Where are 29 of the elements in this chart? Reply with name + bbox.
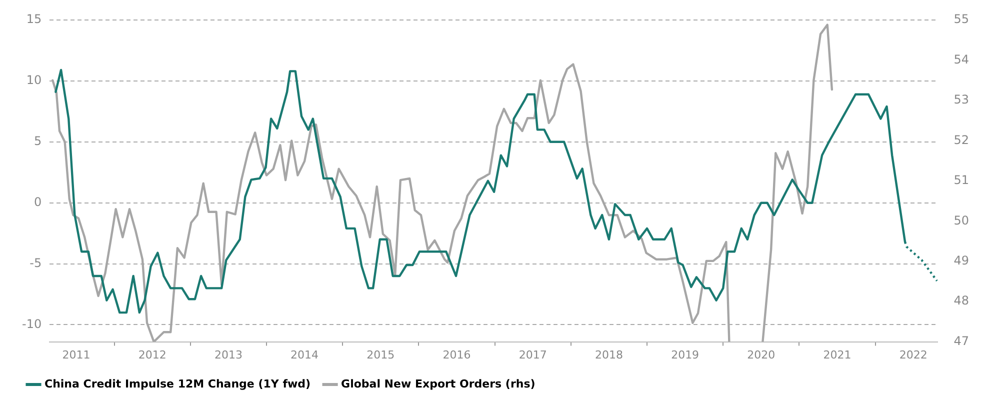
y2-tick-label: 52 xyxy=(954,132,970,147)
x-tick-label: 2018 xyxy=(594,348,623,362)
x-tick-label: 2019 xyxy=(671,348,700,362)
y-tick-label: 5 xyxy=(34,134,42,148)
x-tick-label: 2013 xyxy=(214,348,242,362)
x-tick-label: 2014 xyxy=(290,348,319,362)
y2-tick-label: 51 xyxy=(954,173,970,188)
y-tick-label: 10 xyxy=(26,73,42,88)
x-tick-label: 2015 xyxy=(366,348,395,362)
x-tick-label: 2021 xyxy=(823,348,852,362)
y-tick-label: -5 xyxy=(30,256,42,270)
y2-tick-label: 53 xyxy=(954,92,970,107)
y2-tick-label: 55 xyxy=(954,12,970,26)
x-tick-label: 2020 xyxy=(747,348,776,362)
x-tick-label: 2017 xyxy=(518,348,547,362)
x-tick-label: 2016 xyxy=(442,348,471,362)
y2-tick-label: 48 xyxy=(954,294,970,308)
legend-label: Global New Export Orders (rhs) xyxy=(341,377,536,390)
x-tick-label: 2012 xyxy=(138,348,166,362)
y2-tick-label: 50 xyxy=(954,213,970,228)
y2-tick-label: 47 xyxy=(954,334,970,348)
x-tick-label: 2022 xyxy=(899,348,928,362)
y-tick-label: 0 xyxy=(34,194,42,209)
y2-tick-label: 49 xyxy=(954,253,970,268)
legend-label: China Credit Impulse 12M Change (1Y fwd) xyxy=(44,377,311,390)
x-tick-label: 2011 xyxy=(62,348,90,362)
y2-tick-label: 54 xyxy=(954,52,970,66)
y-tick-label: -10 xyxy=(22,316,42,331)
y-tick-label: 15 xyxy=(26,12,42,26)
